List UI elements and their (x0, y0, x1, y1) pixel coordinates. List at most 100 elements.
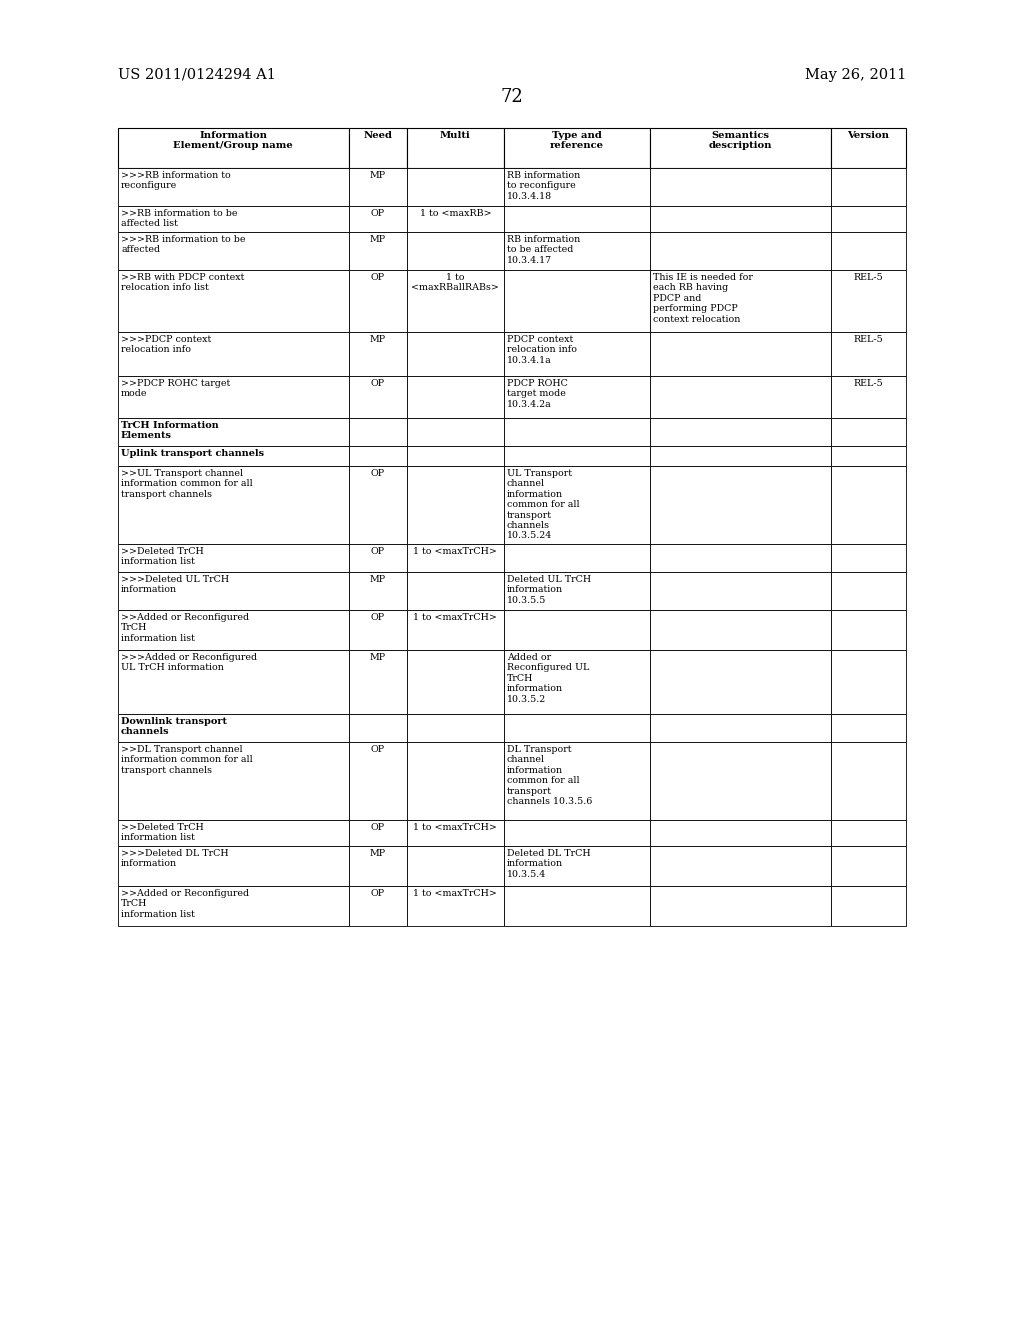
Text: OP: OP (371, 469, 385, 478)
Bar (504, 572, 650, 610)
Bar (408, 446, 504, 466)
Bar (118, 418, 348, 446)
Text: Uplink transport channels: Uplink transport channels (121, 449, 264, 458)
Bar (348, 376, 408, 418)
Bar (504, 232, 650, 271)
Bar (650, 846, 830, 886)
Bar (504, 544, 650, 572)
Bar (830, 544, 906, 572)
Text: Deleted DL TrCH
information
10.3.5.4: Deleted DL TrCH information 10.3.5.4 (507, 849, 590, 879)
Bar (348, 714, 408, 742)
Bar (408, 466, 504, 544)
Bar (650, 820, 830, 846)
Bar (830, 446, 906, 466)
Text: >>>RB information to
reconfigure: >>>RB information to reconfigure (121, 172, 230, 190)
Text: Deleted UL TrCH
information
10.3.5.5: Deleted UL TrCH information 10.3.5.5 (507, 576, 591, 605)
Bar (504, 742, 650, 820)
Text: MP: MP (370, 653, 386, 663)
Text: REL-5: REL-5 (853, 335, 883, 345)
Bar (504, 206, 650, 232)
Bar (830, 206, 906, 232)
Text: 1 to <maxRB>: 1 to <maxRB> (420, 209, 492, 218)
Bar (830, 232, 906, 271)
Text: RB information
to reconfigure
10.3.4.18: RB information to reconfigure 10.3.4.18 (507, 172, 580, 201)
Text: OP: OP (371, 209, 385, 218)
Bar (650, 572, 830, 610)
Bar (408, 820, 504, 846)
Text: DL Transport
channel
information
common for all
transport
channels 10.3.5.6: DL Transport channel information common … (507, 744, 592, 807)
Bar (504, 168, 650, 206)
Bar (830, 742, 906, 820)
Bar (408, 376, 504, 418)
Text: MP: MP (370, 849, 386, 858)
Bar (650, 271, 830, 333)
Bar (650, 128, 830, 168)
Text: RB information
to be affected
10.3.4.17: RB information to be affected 10.3.4.17 (507, 235, 580, 265)
Bar (650, 232, 830, 271)
Bar (348, 333, 408, 376)
Text: 72: 72 (501, 88, 523, 106)
Bar (504, 418, 650, 446)
Bar (830, 466, 906, 544)
Bar (650, 376, 830, 418)
Bar (650, 742, 830, 820)
Text: OP: OP (371, 273, 385, 282)
Bar (504, 610, 650, 649)
Bar (650, 168, 830, 206)
Bar (408, 333, 504, 376)
Bar (348, 232, 408, 271)
Bar (504, 376, 650, 418)
Bar (348, 128, 408, 168)
Bar (408, 418, 504, 446)
Text: Semantics
description: Semantics description (709, 131, 772, 150)
Bar (348, 649, 408, 714)
Text: >>>Deleted UL TrCH
information: >>>Deleted UL TrCH information (121, 576, 229, 594)
Text: >>Added or Reconfigured
TrCH
information list: >>Added or Reconfigured TrCH information… (121, 888, 249, 919)
Bar (118, 168, 348, 206)
Bar (408, 206, 504, 232)
Text: 1 to <maxTrCH>: 1 to <maxTrCH> (414, 546, 498, 556)
Text: Added or
Reconfigured UL
TrCH
information
10.3.5.2: Added or Reconfigured UL TrCH informatio… (507, 653, 589, 704)
Text: OP: OP (371, 744, 385, 754)
Bar (118, 446, 348, 466)
Bar (650, 886, 830, 927)
Text: >>Added or Reconfigured
TrCH
information list: >>Added or Reconfigured TrCH information… (121, 612, 249, 643)
Bar (118, 232, 348, 271)
Bar (504, 649, 650, 714)
Text: >>DL Transport channel
information common for all
transport channels: >>DL Transport channel information commo… (121, 744, 253, 775)
Bar (348, 742, 408, 820)
Bar (830, 128, 906, 168)
Bar (408, 610, 504, 649)
Text: This IE is needed for
each RB having
PDCP and
performing PDCP
context relocation: This IE is needed for each RB having PDC… (653, 273, 754, 323)
Text: TrCH Information
Elements: TrCH Information Elements (121, 421, 219, 441)
Text: Multi: Multi (440, 131, 471, 140)
Bar (118, 376, 348, 418)
Bar (118, 649, 348, 714)
Bar (408, 649, 504, 714)
Text: 1 to <maxTrCH>: 1 to <maxTrCH> (414, 888, 498, 898)
Bar (504, 333, 650, 376)
Text: Downlink transport
channels: Downlink transport channels (121, 717, 227, 737)
Bar (830, 376, 906, 418)
Text: REL-5: REL-5 (853, 379, 883, 388)
Bar (118, 206, 348, 232)
Text: >>UL Transport channel
information common for all
transport channels: >>UL Transport channel information commo… (121, 469, 253, 499)
Text: >>Deleted TrCH
information list: >>Deleted TrCH information list (121, 546, 204, 566)
Bar (650, 610, 830, 649)
Bar (408, 742, 504, 820)
Text: >>RB information to be
affected list: >>RB information to be affected list (121, 209, 238, 228)
Bar (118, 466, 348, 544)
Bar (504, 128, 650, 168)
Bar (348, 572, 408, 610)
Bar (830, 820, 906, 846)
Text: PDCP ROHC
target mode
10.3.4.2a: PDCP ROHC target mode 10.3.4.2a (507, 379, 567, 409)
Bar (830, 610, 906, 649)
Text: >>>RB information to be
affected: >>>RB information to be affected (121, 235, 246, 255)
Text: Type and
reference: Type and reference (550, 131, 604, 150)
Text: Information
Element/Group name: Information Element/Group name (173, 131, 293, 150)
Text: Need: Need (364, 131, 392, 140)
Bar (830, 168, 906, 206)
Bar (408, 846, 504, 886)
Text: MP: MP (370, 335, 386, 345)
Bar (830, 418, 906, 446)
